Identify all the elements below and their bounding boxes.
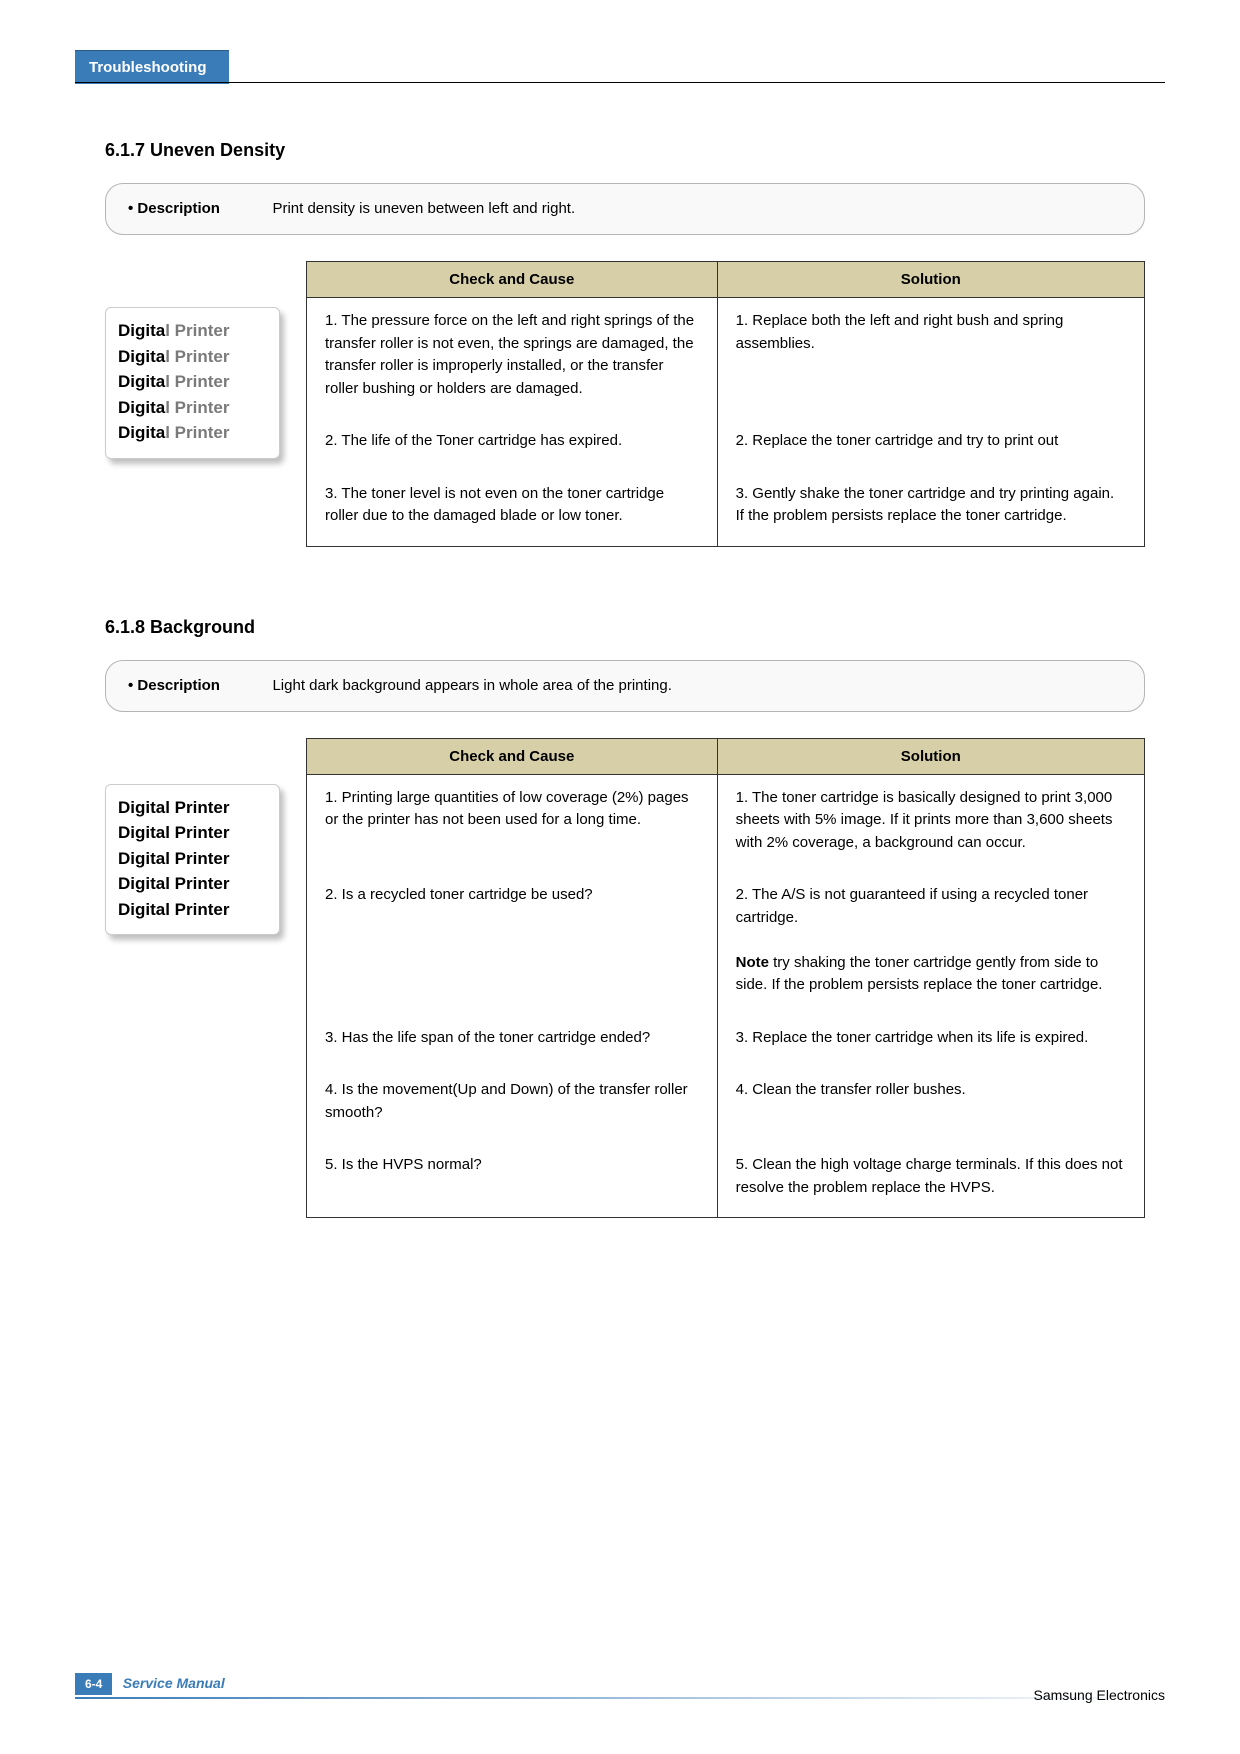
cell-cc: 1. Printing large quantities of low cove…: [307, 774, 718, 872]
printer-badge: Digital Printer Digital Printer Digital …: [105, 307, 280, 459]
page-number: 6-4: [75, 1673, 112, 1695]
badge-line: Digital Printer: [118, 795, 267, 821]
cell-sol: 2. The A/S is not guaranteed if using a …: [717, 872, 1144, 1015]
cell-cc: 3. Has the life span of the toner cartri…: [307, 1015, 718, 1068]
badge-line: Digital Printer: [118, 369, 267, 395]
note-label: Note: [736, 954, 769, 971]
printer-badge: Digital Printer Digital Printer Digital …: [105, 784, 280, 936]
page-content: 6.1.7 Uneven Density • Description Print…: [105, 140, 1145, 1218]
badge-line: Digital Printer: [118, 395, 267, 421]
cell-cc: 4. Is the movement(Up and Down) of the t…: [307, 1067, 718, 1142]
cell-sol: 1. Replace both the left and right bush …: [717, 298, 1144, 419]
troubleshoot-table: Check and Cause Solution 1. Printing lar…: [306, 738, 1145, 1219]
cell-cc: 2. The life of the Toner cartridge has e…: [307, 418, 718, 471]
cell-sol: 3. Replace the toner cartridge when its …: [717, 1015, 1144, 1068]
description-box: • Description Print density is uneven be…: [105, 183, 1145, 235]
section-uneven-density: 6.1.7 Uneven Density • Description Print…: [105, 140, 1145, 547]
badge-line: Digital Printer: [118, 846, 267, 872]
footer-rule: [75, 1697, 1165, 1699]
brand-label: Samsung Electronics: [1033, 1687, 1165, 1703]
badge-line: Digital Printer: [118, 318, 267, 344]
table-row: 5. Is the HVPS normal? 5. Clean the high…: [307, 1142, 1145, 1218]
table-row: 3. The toner level is not even on the to…: [307, 471, 1145, 547]
troubleshoot-table: Check and Cause Solution 1. The pressure…: [306, 261, 1145, 547]
table-header-row: Check and Cause Solution: [307, 262, 1145, 298]
th-solution: Solution: [717, 262, 1144, 298]
section-title: 6.1.8 Background: [105, 617, 1145, 638]
cell-sol: 2. Replace the toner cartridge and try t…: [717, 418, 1144, 471]
table-row: 1. Printing large quantities of low cove…: [307, 774, 1145, 872]
th-check-cause: Check and Cause: [307, 262, 718, 298]
page-footer: 6-4 Service Manual Samsung Electronics: [75, 1673, 1165, 1699]
section-background: 6.1.8 Background • Description Light dar…: [105, 617, 1145, 1219]
th-check-cause: Check and Cause: [307, 738, 718, 774]
cell-sol: 3. Gently shake the toner cartridge and …: [717, 471, 1144, 547]
cell-sol: 4. Clean the transfer roller bushes.: [717, 1067, 1144, 1142]
cell-cc: 3. The toner level is not even on the to…: [307, 471, 718, 547]
badge-line: Digital Printer: [118, 871, 267, 897]
cell-sol-text: 2. The A/S is not guaranteed if using a …: [736, 886, 1088, 926]
table-header-row: Check and Cause Solution: [307, 738, 1145, 774]
description-label: • Description: [128, 200, 268, 217]
badge-line: Digital Printer: [118, 820, 267, 846]
description-box: • Description Light dark background appe…: [105, 660, 1145, 712]
badge-line: Digital Printer: [118, 897, 267, 923]
cell-sol: 1. The toner cartridge is basically desi…: [717, 774, 1144, 872]
cell-cc: 2. Is a recycled toner cartridge be used…: [307, 872, 718, 1015]
th-solution: Solution: [717, 738, 1144, 774]
section-title: 6.1.7 Uneven Density: [105, 140, 1145, 161]
note-text: try shaking the toner cartridge gently f…: [736, 954, 1103, 994]
badge-line: Digital Printer: [118, 420, 267, 446]
badge-line: Digital Printer: [118, 344, 267, 370]
table-row: 4. Is the movement(Up and Down) of the t…: [307, 1067, 1145, 1142]
description-text: Light dark background appears in whole a…: [272, 677, 671, 694]
manual-label: Service Manual: [123, 1675, 225, 1691]
table-row: 2. Is a recycled toner cartridge be used…: [307, 872, 1145, 1015]
table-row: 2. The life of the Toner cartridge has e…: [307, 418, 1145, 471]
header-rule: [75, 82, 1165, 83]
description-label: • Description: [128, 677, 268, 694]
section-row: Digital Printer Digital Printer Digital …: [105, 738, 1145, 1219]
table-row: 1. The pressure force on the left and ri…: [307, 298, 1145, 419]
section-row: Digital Printer Digital Printer Digital …: [105, 261, 1145, 547]
cell-cc: 1. The pressure force on the left and ri…: [307, 298, 718, 419]
cell-cc: 5. Is the HVPS normal?: [307, 1142, 718, 1218]
cell-sol: 5. Clean the high voltage charge termina…: [717, 1142, 1144, 1218]
description-text: Print density is uneven between left and…: [272, 200, 575, 217]
header-tab: Troubleshooting: [75, 50, 229, 84]
table-row: 3. Has the life span of the toner cartri…: [307, 1015, 1145, 1068]
